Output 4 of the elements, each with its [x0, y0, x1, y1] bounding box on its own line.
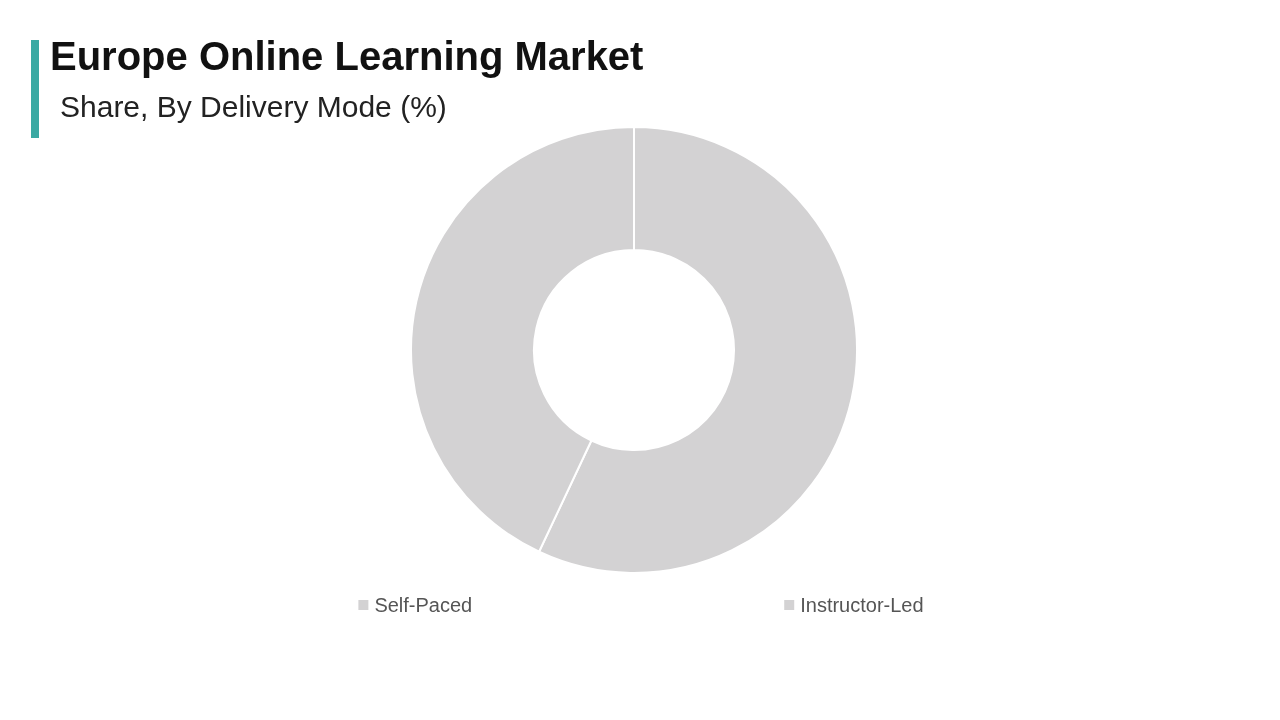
- legend-label: Self-Paced: [374, 594, 473, 616]
- chart-subtitle: Share, By Delivery Mode (%): [60, 90, 447, 124]
- chart-title: Europe Online Learning Market: [50, 34, 644, 79]
- legend-label: Instructor-Led: [800, 594, 924, 616]
